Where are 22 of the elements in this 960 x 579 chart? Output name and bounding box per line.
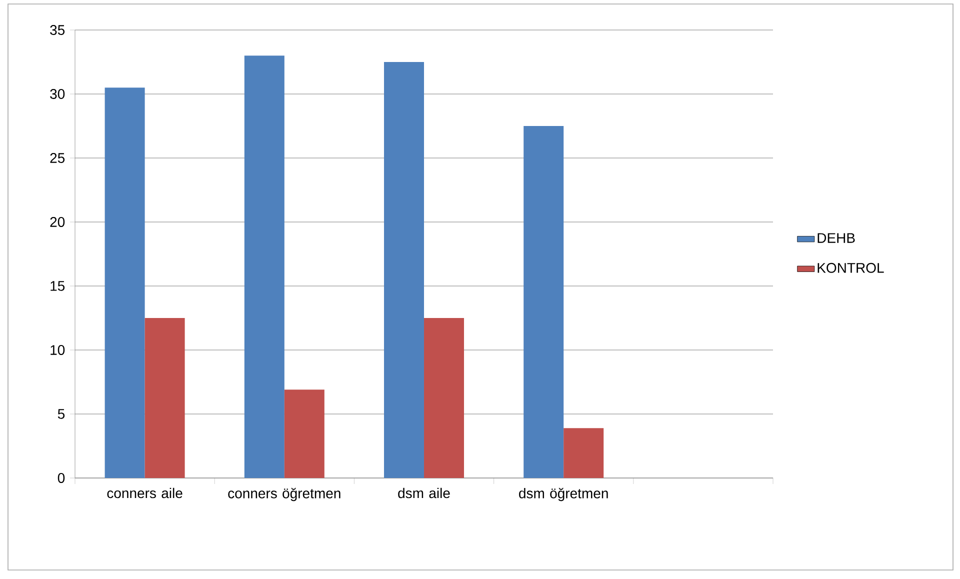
y-tick-label: 10 xyxy=(50,345,65,355)
x-tick-label: dsm öğretmen xyxy=(519,488,608,502)
y-tick-label: 25 xyxy=(50,153,65,163)
y-tick-label: 20 xyxy=(50,217,65,227)
x-tick-label: conners öğretmen xyxy=(228,488,340,502)
bar xyxy=(384,62,424,478)
bar xyxy=(104,88,145,478)
x-tick-label: conners aile xyxy=(107,488,182,498)
y-tick-label: 0 xyxy=(58,473,65,483)
bar xyxy=(424,318,464,478)
bar xyxy=(144,318,185,478)
legend-label: DEHB xyxy=(818,233,855,243)
y-tick-label: 35 xyxy=(50,25,65,35)
bar xyxy=(244,56,284,478)
legend-label: KONTROL xyxy=(818,262,884,273)
x-tick-label: dsm aile xyxy=(398,488,450,498)
y-tick-label: 15 xyxy=(50,281,65,291)
bar xyxy=(284,390,324,478)
y-tick-label: 30 xyxy=(50,89,65,99)
y-tick-label: 5 xyxy=(58,409,65,419)
bar xyxy=(564,428,604,478)
bar xyxy=(524,126,564,478)
